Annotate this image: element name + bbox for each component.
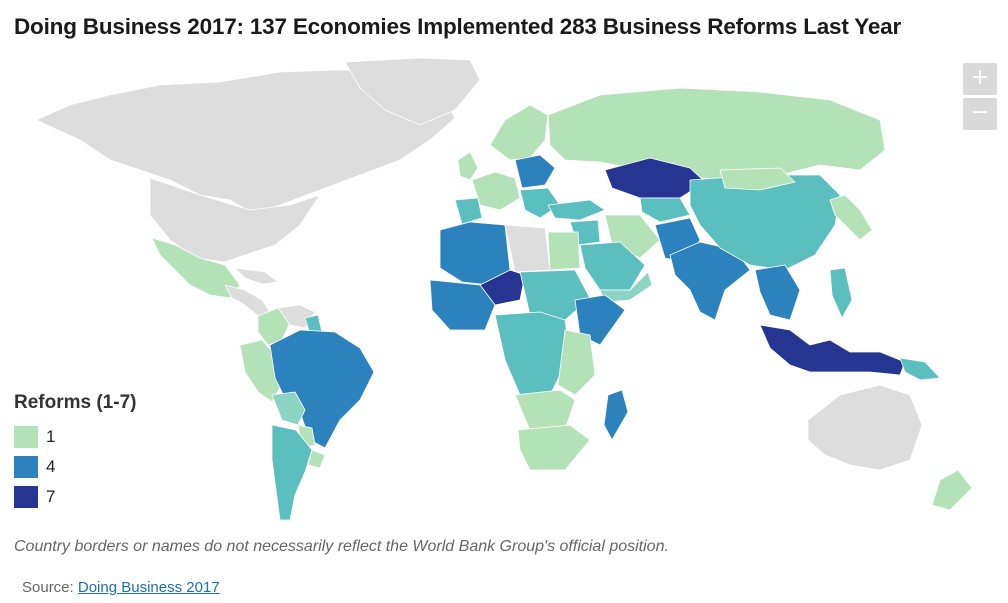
country-india[interactable]	[669, 241, 751, 321]
region-canada-alaska[interactable]	[35, 69, 456, 216]
country-kenya-tanzania[interactable]	[557, 329, 596, 396]
legend-swatch	[14, 486, 38, 508]
country-libya[interactable]	[504, 224, 551, 273]
country-philippines[interactable]	[829, 267, 853, 319]
legend-item: 4	[14, 452, 136, 482]
region-central-europe[interactable]	[514, 154, 556, 189]
region-greenland[interactable]	[344, 58, 481, 126]
region-western-europe[interactable]	[471, 171, 521, 211]
country-new-zealand[interactable]	[931, 469, 973, 511]
country-bolivia[interactable]	[271, 391, 306, 426]
country-ethiopia-somalia[interactable]	[574, 294, 626, 346]
region-central-asia[interactable]	[639, 197, 691, 223]
zoom-out-button[interactable]: −	[963, 98, 997, 130]
country-russia[interactable]	[547, 87, 886, 181]
country-uk-ireland[interactable]	[457, 151, 479, 181]
source-line: Source: Doing Business 2017	[22, 579, 220, 596]
legend-item: 1	[14, 422, 136, 452]
map-disclaimer: Country borders or names do not necessar…	[14, 538, 669, 555]
country-madagascar[interactable]	[603, 389, 629, 441]
country-spain-portugal[interactable]	[454, 197, 483, 225]
region-west-africa[interactable]	[429, 279, 496, 331]
region-caribbean[interactable]	[234, 267, 279, 285]
source-link[interactable]: Doing Business 2017	[77, 579, 220, 596]
country-southern-africa[interactable]	[517, 424, 591, 471]
legend-label: 1	[46, 427, 56, 446]
legend-label: 4	[46, 457, 56, 476]
source-prefix: Source:	[22, 579, 74, 596]
legend-swatch	[14, 456, 38, 478]
region-indochina[interactable]	[754, 264, 801, 321]
country-angola-zambia[interactable]	[514, 389, 576, 431]
country-papua-new-guinea[interactable]	[899, 357, 941, 381]
country-mongolia[interactable]	[719, 167, 796, 191]
region-scandinavia[interactable]	[489, 104, 549, 161]
zoom-in-button[interactable]: +	[963, 63, 997, 95]
country-egypt[interactable]	[547, 231, 581, 271]
legend-label: 7	[46, 487, 56, 506]
country-mexico[interactable]	[151, 237, 241, 299]
region-balkans[interactable]	[519, 187, 561, 219]
country-australia[interactable]	[807, 384, 923, 471]
legend-item: 7	[14, 482, 136, 512]
world-choropleth-map[interactable]	[0, 58, 1008, 528]
region-usa[interactable]	[149, 177, 321, 263]
map-legend: Reforms (1-7) 1 4 7	[14, 392, 136, 512]
map-title: Doing Business 2017: 137 Economies Imple…	[14, 14, 902, 39]
region-korea-japan[interactable]	[829, 194, 873, 241]
country-turkey[interactable]	[547, 199, 606, 221]
country-indonesia[interactable]	[759, 324, 906, 376]
legend-title: Reforms (1-7)	[14, 392, 137, 413]
country-china[interactable]	[689, 174, 841, 271]
country-argentina[interactable]	[271, 424, 313, 521]
country-uruguay[interactable]	[307, 449, 326, 469]
region-central-america[interactable]	[224, 284, 271, 317]
legend-swatch	[14, 426, 38, 448]
